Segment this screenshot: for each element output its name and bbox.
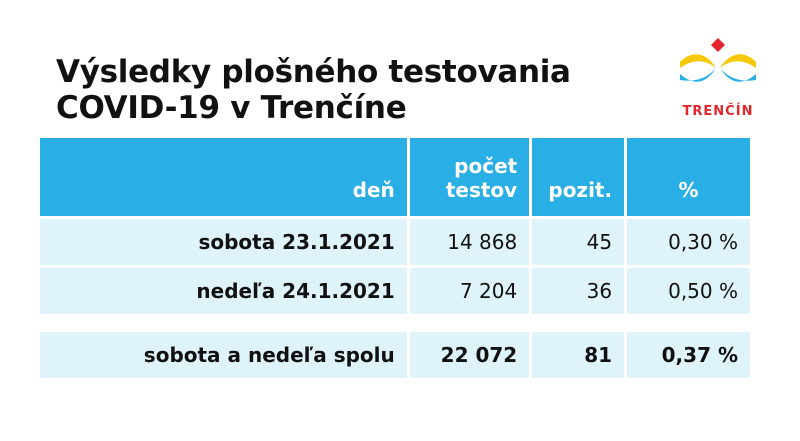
trencin-logo: TRENČÍN: [676, 34, 760, 122]
header-day: deň: [40, 138, 407, 216]
table-spacer: [40, 317, 750, 329]
header-tests-line-1: počet: [454, 154, 518, 178]
row-day: nedeľa 24.1.2021: [40, 268, 407, 314]
title-line-1: Výsledky plošného testovania: [56, 54, 571, 90]
logo-blue-right-wave: [720, 68, 756, 82]
logo-yellow-right-wave: [720, 54, 756, 68]
row-tests: 14 868: [409, 219, 530, 265]
header-percent: %: [627, 138, 750, 216]
trencin-logo-icon: [680, 38, 756, 82]
table-row: nedeľa 24.1.2021 7 204 36 0,50 %: [40, 268, 750, 314]
header-tests-line-2: testov: [445, 178, 518, 202]
logo-text: TRENČÍN: [682, 104, 754, 119]
logo-red-diamond: [711, 38, 725, 52]
total-percent: 0,37 %: [627, 332, 750, 378]
logo-yellow-left-wave: [680, 54, 716, 68]
total-positive: 81: [532, 332, 625, 378]
total-day: sobota a nedeľa spolu: [40, 332, 407, 378]
row-day: sobota 23.1.2021: [40, 219, 407, 265]
row-percent: 0,30 %: [627, 219, 750, 265]
row-tests: 7 204: [409, 268, 530, 314]
total-tests: 22 072: [409, 332, 530, 378]
header-tests: počet testov: [409, 138, 530, 216]
table-total-row: sobota a nedeľa spolu 22 072 81 0,37 %: [40, 332, 750, 378]
page-title: Výsledky plošného testovania COVID-19 v …: [56, 54, 656, 126]
logo-blue-left-wave: [680, 68, 716, 82]
header-positive: pozit.: [532, 138, 625, 216]
results-table: deň počet testov pozit. % sobota 23.1.20…: [37, 135, 753, 381]
row-percent: 0,50 %: [627, 268, 750, 314]
title-line-2: COVID-19 v Trenčíne: [56, 90, 407, 126]
table-header-row: deň počet testov pozit. %: [40, 138, 750, 216]
row-positive: 36: [532, 268, 625, 314]
table-row: sobota 23.1.2021 14 868 45 0,30 %: [40, 219, 750, 265]
row-positive: 45: [532, 219, 625, 265]
